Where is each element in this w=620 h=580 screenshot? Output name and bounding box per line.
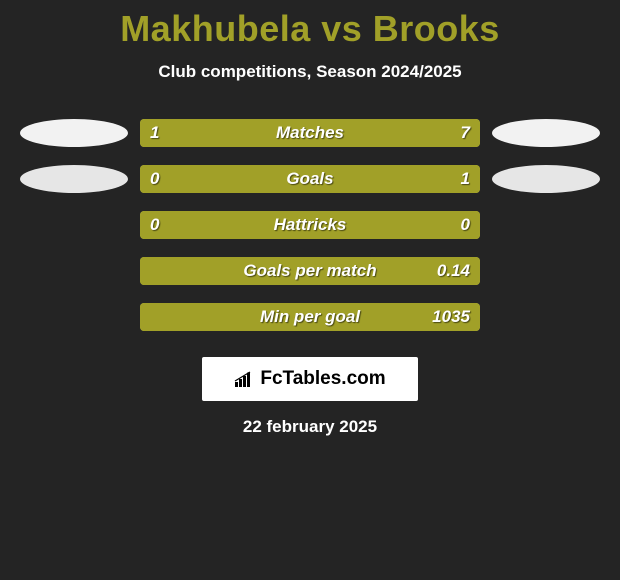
stat-row: Goals per match 0.14 [0, 248, 620, 293]
right-value: 0 [461, 215, 470, 235]
left-team-marker [20, 165, 128, 193]
right-team-marker [492, 303, 600, 331]
stat-row: 0 Hattricks 0 [0, 202, 620, 247]
left-value: 0 [150, 169, 159, 189]
left-team-marker [20, 119, 128, 147]
left-team-marker [20, 211, 128, 239]
logo-box: FcTables.com [202, 357, 418, 401]
stat-label: Goals [286, 169, 333, 189]
comparison-rows: 1 Matches 7 0 Goals 1 0 Hattricks 0 Goals per mat… [0, 110, 620, 339]
date-text: 22 february 2025 [0, 417, 620, 437]
left-value: 1 [150, 123, 159, 143]
stat-row: 0 Goals 1 [0, 156, 620, 201]
stat-label: Min per goal [260, 307, 360, 327]
right-team-marker [492, 119, 600, 147]
left-team-marker [20, 257, 128, 285]
stat-bar: Min per goal 1035 [140, 303, 480, 331]
logo-text: FcTables.com [260, 368, 385, 390]
left-value: 0 [150, 215, 159, 235]
stat-bar: Goals per match 0.14 [140, 257, 480, 285]
brand-logo: FcTables.com [234, 368, 385, 390]
stat-label: Goals per match [243, 261, 376, 281]
bar-chart-icon [234, 370, 256, 388]
right-team-marker [492, 165, 600, 193]
stat-label: Matches [276, 123, 344, 143]
stat-row: 1 Matches 7 [0, 110, 620, 155]
right-value: 7 [461, 123, 470, 143]
right-value: 1 [461, 169, 470, 189]
stat-bar: 1 Matches 7 [140, 119, 480, 147]
page-title: Makhubela vs Brooks [0, 0, 620, 50]
right-team-marker [492, 257, 600, 285]
right-team-marker [492, 211, 600, 239]
stat-row: Min per goal 1035 [0, 294, 620, 339]
right-value: 1035 [432, 307, 470, 327]
stat-label: Hattricks [274, 215, 347, 235]
right-value: 0.14 [437, 261, 470, 281]
stat-bar: 0 Hattricks 0 [140, 211, 480, 239]
stat-bar: 0 Goals 1 [140, 165, 480, 193]
subtitle: Club competitions, Season 2024/2025 [0, 62, 620, 82]
left-team-marker [20, 303, 128, 331]
